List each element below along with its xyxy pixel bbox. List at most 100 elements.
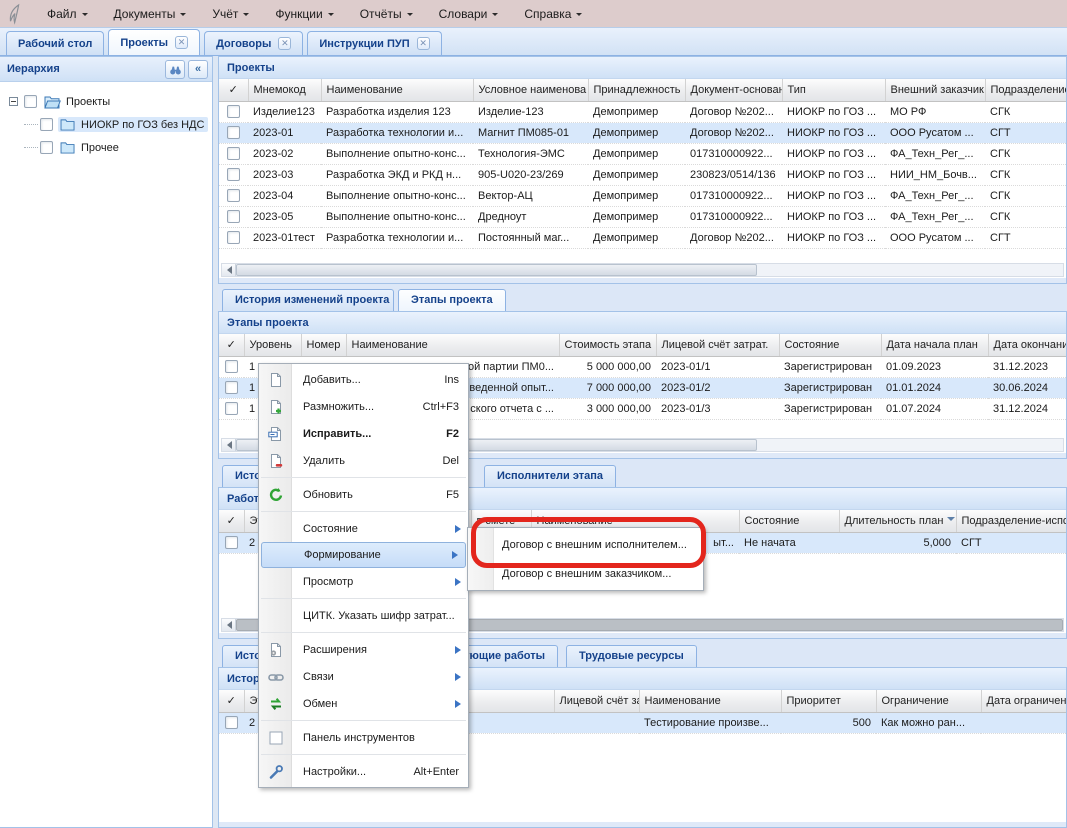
tab-project-stages[interactable]: Этапы проекта <box>398 289 506 312</box>
column-header-2[interactable]: Лицевой счёт затр <box>554 690 640 713</box>
table-cell[interactable]: 2023-01тест <box>248 227 321 249</box>
row-checkbox[interactable] <box>227 105 240 118</box>
tree-node-0[interactable]: Проекты <box>2 90 210 113</box>
table-row[interactable]: Изделие123 Разработка изделия 123 Изделие-… <box>219 101 1066 123</box>
table-cell[interactable]: Демопример <box>588 227 685 249</box>
table-cell[interactable]: 5,000 <box>839 532 956 554</box>
table-cell[interactable]: Договор №202... <box>685 227 782 249</box>
scroll-left-icon[interactable] <box>222 619 236 631</box>
tree-node-body[interactable]: Прочее <box>58 140 123 155</box>
close-icon[interactable]: ✕ <box>416 37 430 50</box>
column-header-6[interactable]: Дата ограничен <box>981 690 1066 713</box>
context-menu-item-8[interactable]: Формирование <box>261 542 466 568</box>
table-cell[interactable]: 5 000 000,00 <box>559 356 656 378</box>
search-icon[interactable] <box>165 59 185 79</box>
context-menu-item-1[interactable]: Размножить... Ctrl+F3 <box>259 393 468 420</box>
close-icon[interactable]: ✕ <box>278 37 292 50</box>
table-cell[interactable]: Разработка технологии и... <box>321 227 473 249</box>
row-checkbox[interactable] <box>225 402 238 415</box>
scroll-left-icon[interactable] <box>222 439 236 451</box>
table-cell[interactable]: 017310000922... <box>685 206 782 228</box>
row-checkbox[interactable] <box>225 360 238 373</box>
column-header-3[interactable]: Стоимость этапа <box>559 334 657 357</box>
tab-1[interactable]: Проекты ✕ <box>108 29 201 55</box>
context-menu-item-0[interactable]: Добавить... Ins <box>259 366 468 393</box>
column-header-6[interactable]: Дата начала план <box>881 334 989 357</box>
table-cell[interactable]: НИОКР по ГОЗ ... <box>782 206 885 228</box>
table-cell[interactable]: НИОКР по ГОЗ ... <box>782 227 885 249</box>
table-cell[interactable]: 017310000922... <box>685 185 782 207</box>
table-cell[interactable]: НИОКР по ГОЗ ... <box>782 164 885 186</box>
table-cell[interactable]: 017310000922... <box>685 143 782 165</box>
row-checkbox[interactable] <box>227 231 240 244</box>
row-checkbox[interactable] <box>227 189 240 202</box>
close-icon[interactable]: ✕ <box>175 36 189 49</box>
table-row[interactable]: 2023-01тест Разработка технологии и... Пос… <box>219 227 1066 249</box>
column-header-3[interactable]: Наименование <box>639 690 782 713</box>
scroll-thumb[interactable] <box>236 264 758 276</box>
select-all-header[interactable]: ✓ <box>219 510 245 533</box>
row-checkbox-cell[interactable] <box>219 712 244 734</box>
table-cell[interactable]: НИОКР по ГОЗ ... <box>782 122 885 144</box>
table-cell[interactable]: Зарегистрирован <box>779 398 881 420</box>
column-header-1[interactable]: Наименование <box>321 79 474 102</box>
row-checkbox-cell[interactable] <box>219 356 244 378</box>
column-header-5[interactable]: Ограничение <box>876 690 982 713</box>
row-checkbox-cell[interactable] <box>219 122 248 144</box>
context-menu-item-13[interactable]: Расширения <box>259 636 468 663</box>
table-cell[interactable]: 2023-02 <box>248 143 321 165</box>
table-cell[interactable]: Разработка изделия 123 <box>321 101 473 123</box>
table-cell[interactable]: Демопример <box>588 122 685 144</box>
row-checkbox[interactable] <box>225 716 238 729</box>
context-menu-item-3[interactable]: Удалить Del <box>259 447 468 474</box>
table-cell[interactable]: СГТ <box>956 532 1066 554</box>
table-cell[interactable]: Магнит ПМ085-01 <box>473 122 588 144</box>
table-cell[interactable]: ООО Русатом ... <box>885 227 985 249</box>
table-cell[interactable]: Выполнение опытно-конс... <box>321 206 473 228</box>
table-cell[interactable] <box>554 712 639 734</box>
table-cell[interactable]: Демопример <box>588 185 685 207</box>
table-cell[interactable]: ООО Русатом ... <box>885 122 985 144</box>
table-cell[interactable]: НИИ_НМ_Бочв... <box>885 164 985 186</box>
table-row[interactable]: 2023-03 Разработка ЭКД и РКД н... 905-U020… <box>219 164 1066 186</box>
table-cell[interactable]: НИОКР по ГОЗ ... <box>782 185 885 207</box>
sidebar-splitter[interactable] <box>213 56 218 828</box>
menubar-item-6[interactable]: Справка <box>515 3 591 25</box>
table-cell[interactable]: Разработка технологии и... <box>321 122 473 144</box>
column-header-6[interactable]: Внешний заказчик <box>885 79 986 102</box>
column-header-2[interactable]: Наименование <box>346 334 560 357</box>
table-cell[interactable] <box>981 712 1066 734</box>
table-cell[interactable]: 01.07.2024 <box>881 398 988 420</box>
table-cell[interactable]: Демопример <box>588 101 685 123</box>
table-cell[interactable]: Тестирование произве... <box>639 712 781 734</box>
table-cell[interactable]: МО РФ <box>885 101 985 123</box>
table-cell[interactable]: 3 000 000,00 <box>559 398 656 420</box>
table-cell[interactable]: НИОКР по ГОЗ ... <box>782 101 885 123</box>
table-cell[interactable]: НИОКР по ГОЗ ... <box>782 143 885 165</box>
table-cell[interactable]: Зарегистрирован <box>779 356 881 378</box>
context-menu-item-5[interactable]: Обновить F5 <box>259 481 468 508</box>
tree-node-2[interactable]: Прочее <box>2 136 210 159</box>
table-cell[interactable]: Как можно ран... <box>876 712 981 734</box>
column-header-7[interactable]: Подразделение <box>985 79 1066 102</box>
row-checkbox-cell[interactable] <box>219 206 248 228</box>
table-cell[interactable]: Демопример <box>588 164 685 186</box>
column-header-2[interactable]: Условное наименова <box>473 79 589 102</box>
submenu-item-1[interactable]: Договор с внешним заказчиком... <box>468 559 703 588</box>
table-cell[interactable]: Постоянный маг... <box>473 227 588 249</box>
tab-3[interactable]: Инструкции ПУП ✕ <box>307 31 442 55</box>
column-header-4[interactable]: Приоритет <box>781 690 877 713</box>
row-checkbox-cell[interactable] <box>219 227 248 249</box>
table-cell[interactable]: 30.06.2024 <box>988 377 1066 399</box>
table-cell[interactable]: 7 000 000,00 <box>559 377 656 399</box>
table-cell[interactable]: Не начата <box>739 532 839 554</box>
table-cell[interactable]: СГК <box>985 101 1066 123</box>
tab-2[interactable]: Договоры ✕ <box>204 31 304 55</box>
tab-project-history[interactable]: История изменений проекта <box>222 289 394 312</box>
context-menu-item-17[interactable]: Панель инструментов <box>259 724 468 751</box>
tab-stage-executors[interactable]: Исполнители этапа <box>484 465 617 488</box>
table-cell[interactable]: 500 <box>781 712 876 734</box>
table-row[interactable]: 2023-02 Выполнение опытно-конс... Технолог… <box>219 143 1066 165</box>
table-cell[interactable]: СГТ <box>985 122 1066 144</box>
row-checkbox[interactable] <box>225 536 238 549</box>
